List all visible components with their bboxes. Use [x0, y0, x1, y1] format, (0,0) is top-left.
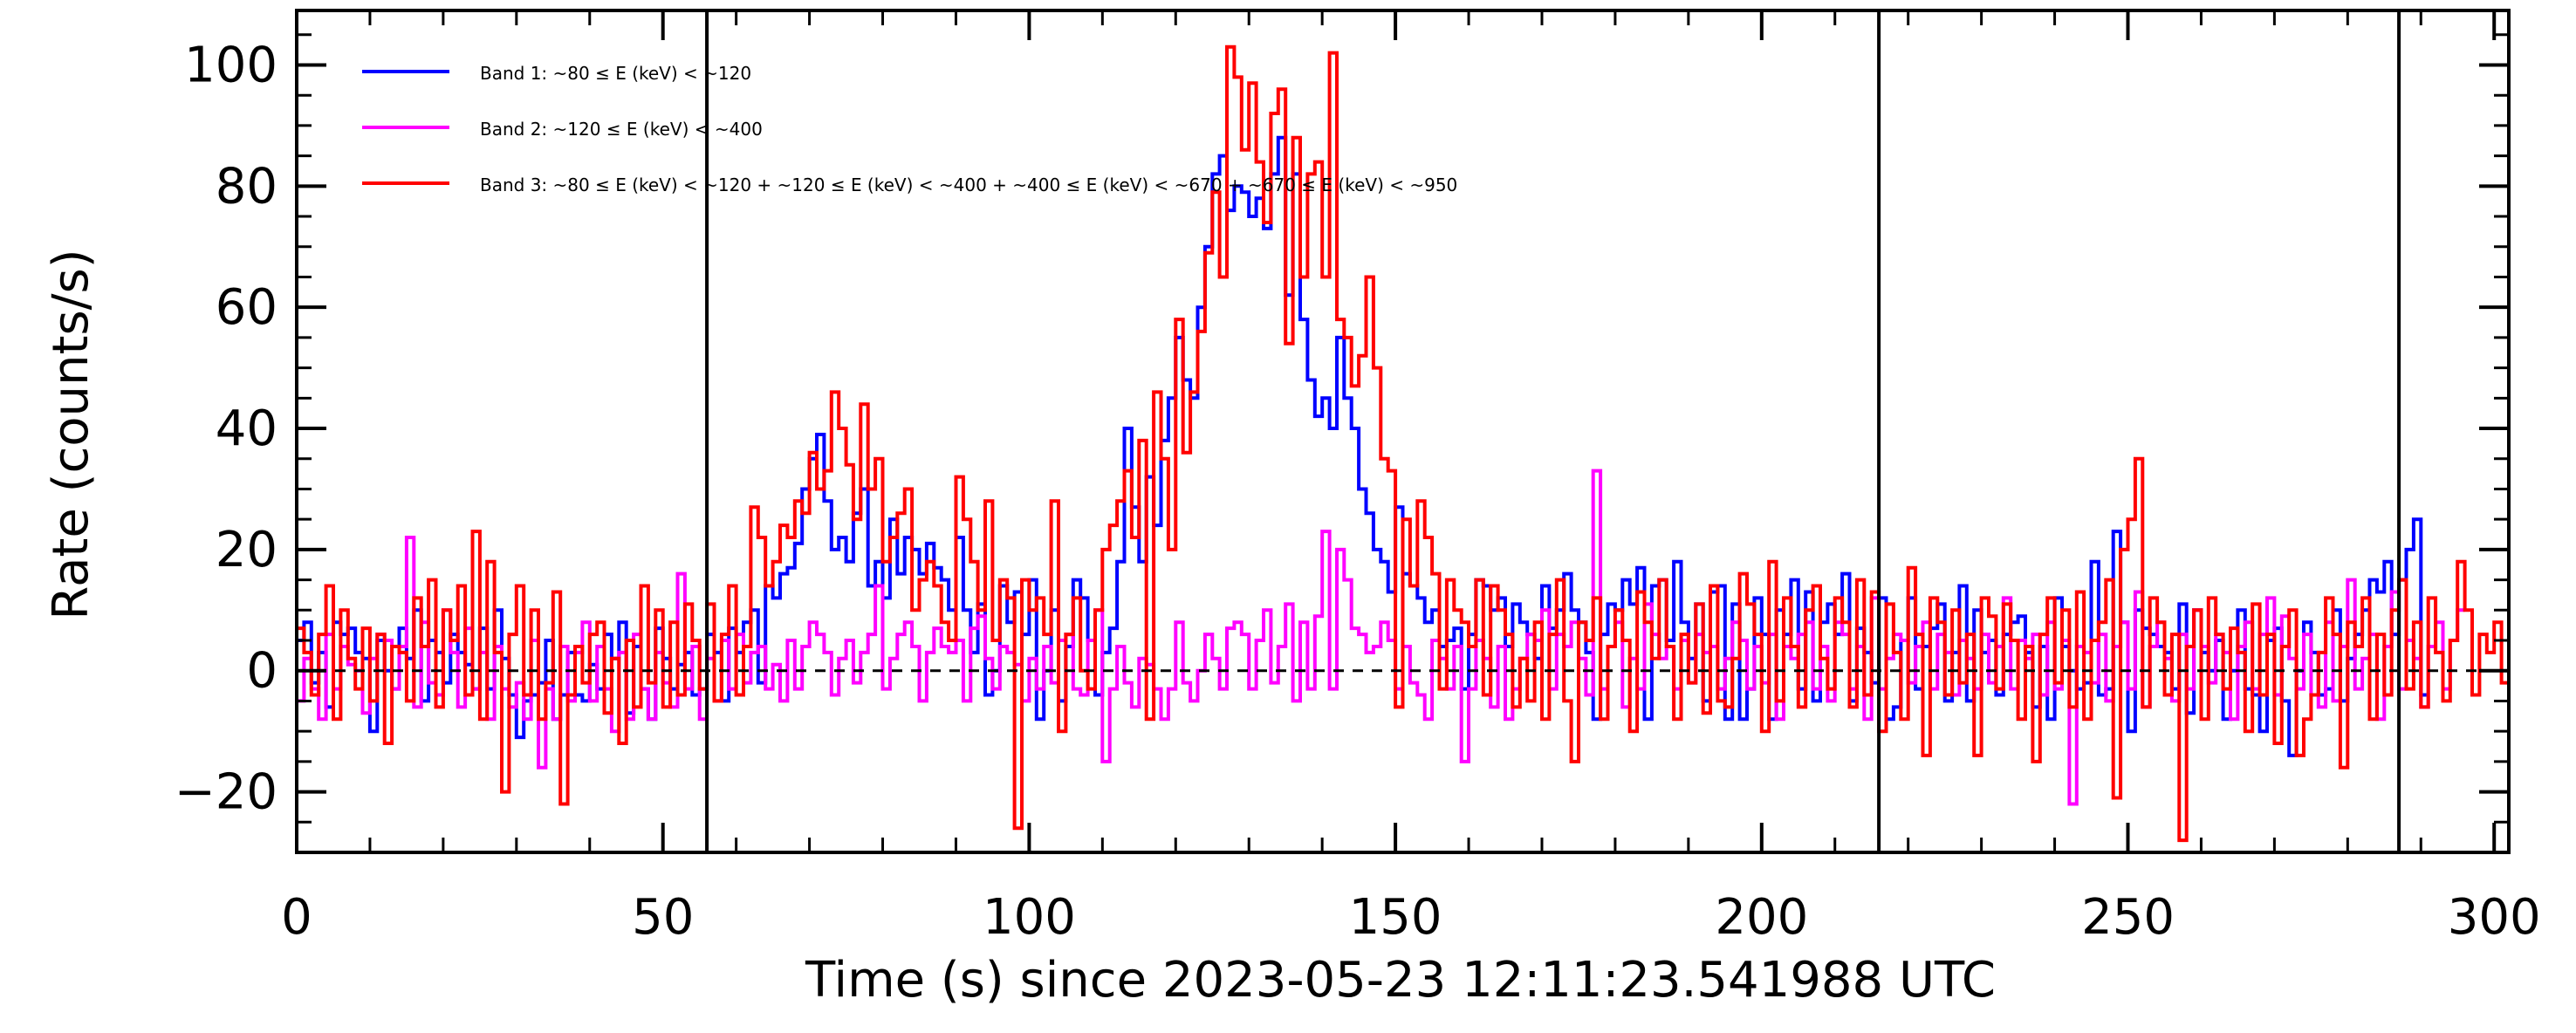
x-tick-label: 50 — [632, 889, 694, 946]
x-tick-label: 0 — [281, 889, 312, 946]
x-axis-label: Time (s) since 2023-05-23 12:11:23.54198… — [805, 952, 1996, 1009]
legend-label-band2: Band 2: ~120 ≤ E (keV) < ~400 — [480, 119, 763, 140]
x-tick-label: 300 — [2448, 889, 2541, 946]
x-tick-label: 250 — [2081, 889, 2175, 946]
y-tick-label: 20 — [216, 522, 277, 578]
tick-marks — [295, 10, 2509, 852]
y-tick-label: 80 — [216, 158, 277, 215]
legend-label-band1: Band 1: ~80 ≤ E (keV) < ~120 — [480, 63, 751, 84]
plot-frame — [295, 9, 2511, 854]
y-tick-label: −20 — [175, 764, 277, 821]
series-band2-line — [297, 469, 2465, 806]
x-tick-label: 150 — [1349, 889, 1442, 946]
series-band1-line — [297, 135, 2429, 757]
y-tick-label: 60 — [216, 279, 277, 336]
legend: Band 1: ~80 ≤ E (keV) < ~120 Band 2: ~120… — [362, 63, 1457, 195]
x-tick-label: 200 — [1715, 889, 1808, 946]
y-tick-label: 100 — [184, 37, 277, 93]
x-tick-label: 100 — [983, 889, 1076, 946]
y-tick-label: 40 — [216, 400, 277, 457]
y-axis-label: Rate (counts/s) — [43, 249, 99, 619]
reference-lines — [297, 10, 2509, 852]
tick-labels: 0 50 100 150 200 250 300 −20 0 20 40 60 80 100 — [175, 37, 2541, 946]
legend-label-band3: Band 3: ~80 ≤ E (keV) < ~120 + ~120 ≤ E … — [480, 174, 1457, 195]
axes — [295, 9, 2511, 854]
series-group — [297, 44, 2509, 843]
series-band3-line — [297, 44, 2509, 843]
y-tick-label: 0 — [246, 643, 277, 700]
